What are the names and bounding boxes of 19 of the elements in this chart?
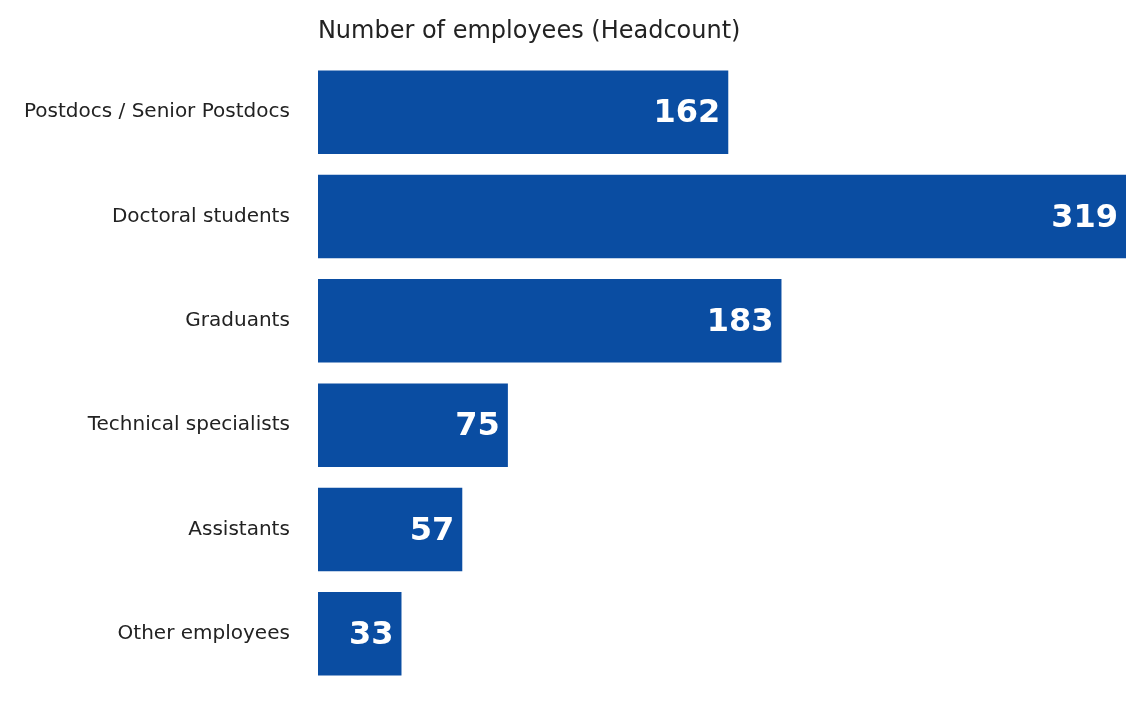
data-label: 162	[653, 92, 721, 131]
chart-title: Number of employees (Headcount)	[317, 16, 741, 45]
y-tick-label: Graduants	[185, 307, 290, 332]
data-label: 33	[348, 614, 394, 653]
y-tick-label: Assistants	[188, 515, 290, 540]
data-label: 75	[455, 405, 500, 444]
data-label: 183	[706, 301, 774, 340]
y-tick-label: Other employees	[117, 620, 290, 645]
bar	[317, 592, 402, 676]
y-tick-label: Postdocs / Senior Postdocs	[24, 98, 290, 123]
data-label: 319	[1051, 196, 1118, 235]
y-tick-label: Technical specialists	[86, 411, 290, 436]
bar	[317, 174, 1126, 259]
bar	[317, 487, 463, 572]
bar	[317, 279, 782, 363]
bar	[317, 70, 729, 154]
data-label: 57	[409, 509, 455, 548]
bar	[317, 383, 508, 467]
y-tick-label: Doctoral students	[111, 202, 290, 227]
